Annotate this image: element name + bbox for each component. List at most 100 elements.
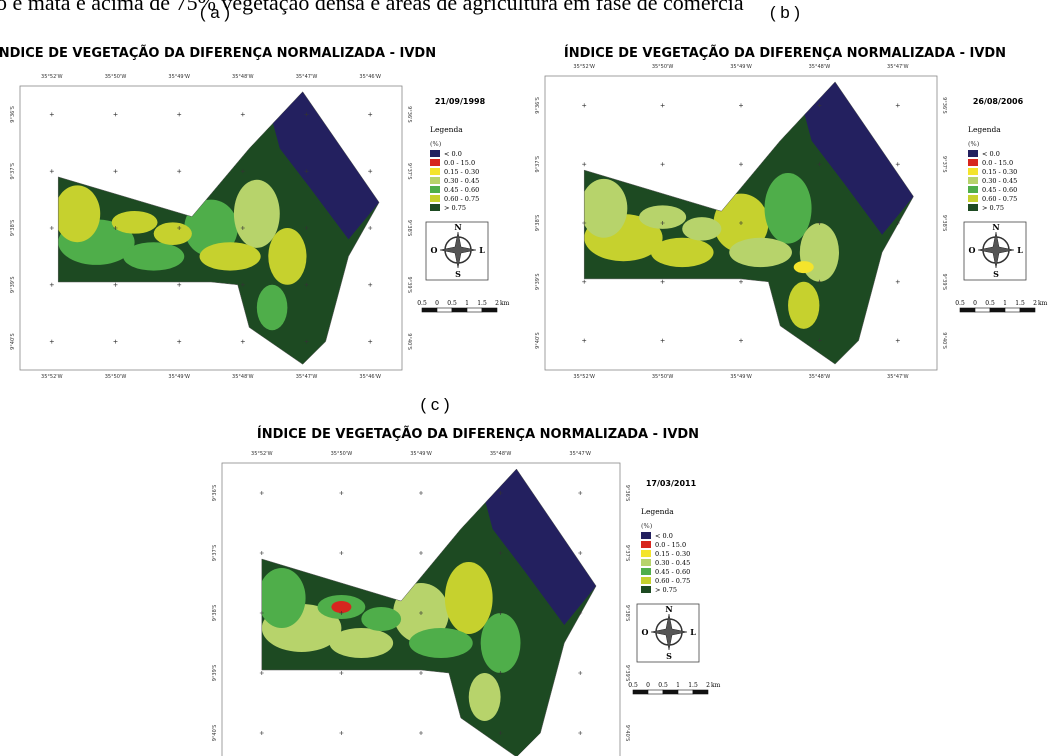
legend-label: 0.0 - 15.0 [982,159,1013,167]
latitude-label: 9°39'S [212,665,218,682]
scale-segment [678,690,693,694]
legend-unit: (%) [430,140,442,148]
compass-n: N [454,222,461,232]
grid-cross [578,491,582,495]
latitude-label: 9°37'S [535,156,541,173]
compass-s: S [666,651,672,661]
latitude-label: 9°36'S [212,485,218,502]
legend-label: 0.60 - 0.75 [444,195,479,203]
scale-segment [1020,308,1035,312]
grid-cross [114,340,118,344]
vegetation-patch [268,228,306,285]
legend-label: 0.30 - 0.45 [444,177,479,185]
latitude-label: 9°39'S [941,274,947,291]
latitude-label: 9°37'S [212,545,218,562]
legend-label: > 0.75 [982,204,1004,212]
legend-label: > 0.75 [655,586,677,594]
legend-swatch [641,541,651,548]
grid-cross [896,280,900,284]
grid-cross [177,112,181,116]
grid-cross [241,112,245,116]
latitude-label: 9°37'S [406,163,412,180]
legend-label: 0.45 - 0.60 [444,186,479,194]
legend-swatch [430,204,440,211]
latitude-label: 9°38'S [10,220,16,237]
longitude-label: 35°49'W [730,374,752,380]
grid-cross [368,169,372,173]
scale-unit: km [711,682,721,689]
scale-label: 1 [465,300,469,307]
latitude-label: 9°36'S [535,97,541,114]
vegetation-patch [234,180,280,248]
grid-cross [260,731,264,735]
longitude-label: 35°48'W [232,74,254,80]
legend-swatch [641,559,651,566]
legend-swatch [641,586,651,593]
grid-cross [578,671,582,675]
grid-cross [177,169,181,173]
grid-cross [739,280,743,284]
longitude-label: 35°52'W [41,374,63,380]
scale-segment [693,690,708,694]
grid-cross [260,671,264,675]
grid-cross [241,340,245,344]
grid-cross [50,340,54,344]
grid-cross [419,671,423,675]
longitude-label: 35°49'W [410,451,432,457]
latitude-label: 9°38'S [624,605,630,622]
legend-label: 0.0 - 15.0 [655,541,686,549]
grid-cross [582,103,586,107]
longitude-label: 35°47'W [887,374,909,380]
longitude-label: 35°47'W [296,374,318,380]
grid-cross [50,283,54,287]
legend-swatch [968,204,978,211]
scale-label: 1 [1003,300,1007,307]
vegetation-patch [154,222,192,245]
vegetation-patch [258,568,306,628]
scale-label: 0.5 [447,300,457,307]
grid-cross [368,226,372,230]
grid-cross [177,283,181,287]
caption-fragment: o e mata e acima de 75% vegetação densa … [0,0,744,15]
map-date: 21/09/1998 [435,97,486,106]
legend-swatch [641,568,651,575]
grid-cross [339,671,343,675]
vegetation-patch [112,211,158,234]
legend-title: Legenda [430,125,463,134]
grid-cross [260,551,264,555]
map-date: 17/03/2011 [646,479,697,488]
scale-segment [648,690,663,694]
legend-label: 0.30 - 0.45 [655,559,690,567]
ndvi-map [258,469,596,756]
vegetation-patch [469,673,501,721]
compass-w: O [642,627,649,637]
vegetation-patch [361,607,401,631]
vegetation-patch [639,205,686,229]
grid-cross [339,731,343,735]
grid-cross [114,169,118,173]
grid-cross [739,162,743,166]
scale-segment [990,308,1005,312]
legend-label: 0.60 - 0.75 [982,195,1017,203]
panel-label: ( a ) [200,3,230,22]
legend-swatch [968,177,978,184]
vegetation-patch [765,173,812,244]
scale-label: 0.5 [985,300,995,307]
legend-unit: (%) [968,140,980,148]
latitude-label: 9°38'S [406,220,412,237]
legend-title: Legenda [641,507,674,516]
grid-cross [419,491,423,495]
legend-label: < 0.0 [982,150,1000,158]
grid-cross [896,103,900,107]
grid-cross [739,339,743,343]
vegetation-patch [445,562,493,634]
longitude-label: 35°49'W [730,64,752,70]
scale-label: 2 [706,682,710,689]
scale-label: 0 [973,300,977,307]
longitude-label: 35°52'W [41,74,63,80]
legend-label: 0.15 - 0.30 [655,550,690,558]
grid-cross [260,491,264,495]
vegetation-patch [580,179,627,238]
map-title: ÍNDICE DE VEGETAÇÃO DA DIFERENÇA NORMALI… [564,45,1006,61]
compass-e: L [479,245,485,255]
